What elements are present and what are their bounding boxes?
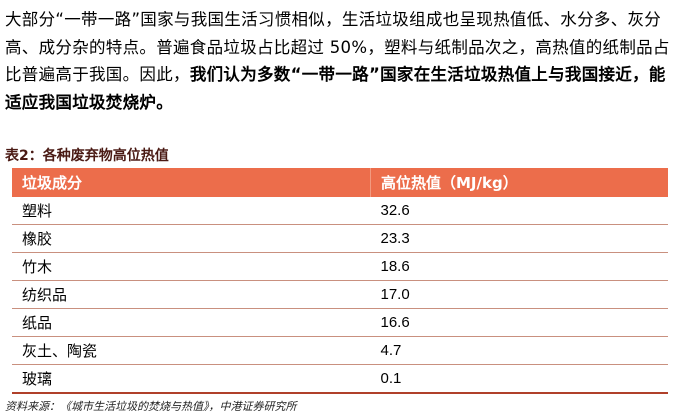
heat-value-table: 垃圾成分 高位热值（MJ/kg） 塑料 32.6 橡胶 23.3 竹木 18.6 纺织品 17…	[12, 168, 668, 394]
component-cell: 玻璃	[12, 364, 371, 394]
source-note: 资料来源：《城市生活垃圾的焚烧与热值》，中港证券研究所	[5, 400, 297, 413]
component-cell: 橡胶	[12, 224, 371, 253]
paragraph-bold-text: 我们认为多数“一带一路”国家在生活垃圾热值上与我国接近，能适应我国垃圾焚烧炉。	[5, 65, 666, 113]
heat-value-cell: 16.6	[370, 308, 668, 337]
header-component: 垃圾成分	[12, 168, 371, 197]
component-cell: 竹木	[12, 252, 371, 281]
heat-value-cell: 4.7	[370, 336, 668, 365]
component-cell: 塑料	[12, 197, 371, 225]
table-row: 纸品 16.6	[12, 308, 668, 337]
heat-value-cell: 32.6	[370, 197, 668, 225]
component-cell: 纺织品	[12, 280, 371, 309]
table-row: 玻璃 0.1	[12, 364, 668, 394]
header-heat-value: 高位热值（MJ/kg）	[370, 168, 668, 197]
component-cell: 灰土、陶瓷	[12, 336, 371, 365]
table-header-row: 垃圾成分 高位热值（MJ/kg）	[12, 168, 668, 197]
body-paragraph: 大部分“一带一路”国家与我国生活习惯相似，生活垃圾组成也呈现热值低、水分多、灰分…	[5, 6, 677, 117]
table-row: 纺织品 17.0	[12, 280, 668, 309]
heat-value-cell: 23.3	[370, 224, 668, 253]
heat-value-cell: 18.6	[370, 252, 668, 281]
heat-value-cell: 17.0	[370, 280, 668, 309]
component-cell: 纸品	[12, 308, 371, 337]
heat-value-cell: 0.1	[370, 364, 668, 394]
table-row: 橡胶 23.3	[12, 224, 668, 253]
table-row: 竹木 18.6	[12, 252, 668, 281]
table-row: 塑料 32.6	[12, 197, 668, 225]
paragraph-text: 大部分“一带一路”国家与我国生活习惯相似，生活垃圾组成也呈现热值低、水分多、灰分…	[5, 10, 670, 85]
table-row: 灰土、陶瓷 4.7	[12, 336, 668, 365]
table-caption: 表2：各种废弃物高位热值	[5, 148, 169, 164]
